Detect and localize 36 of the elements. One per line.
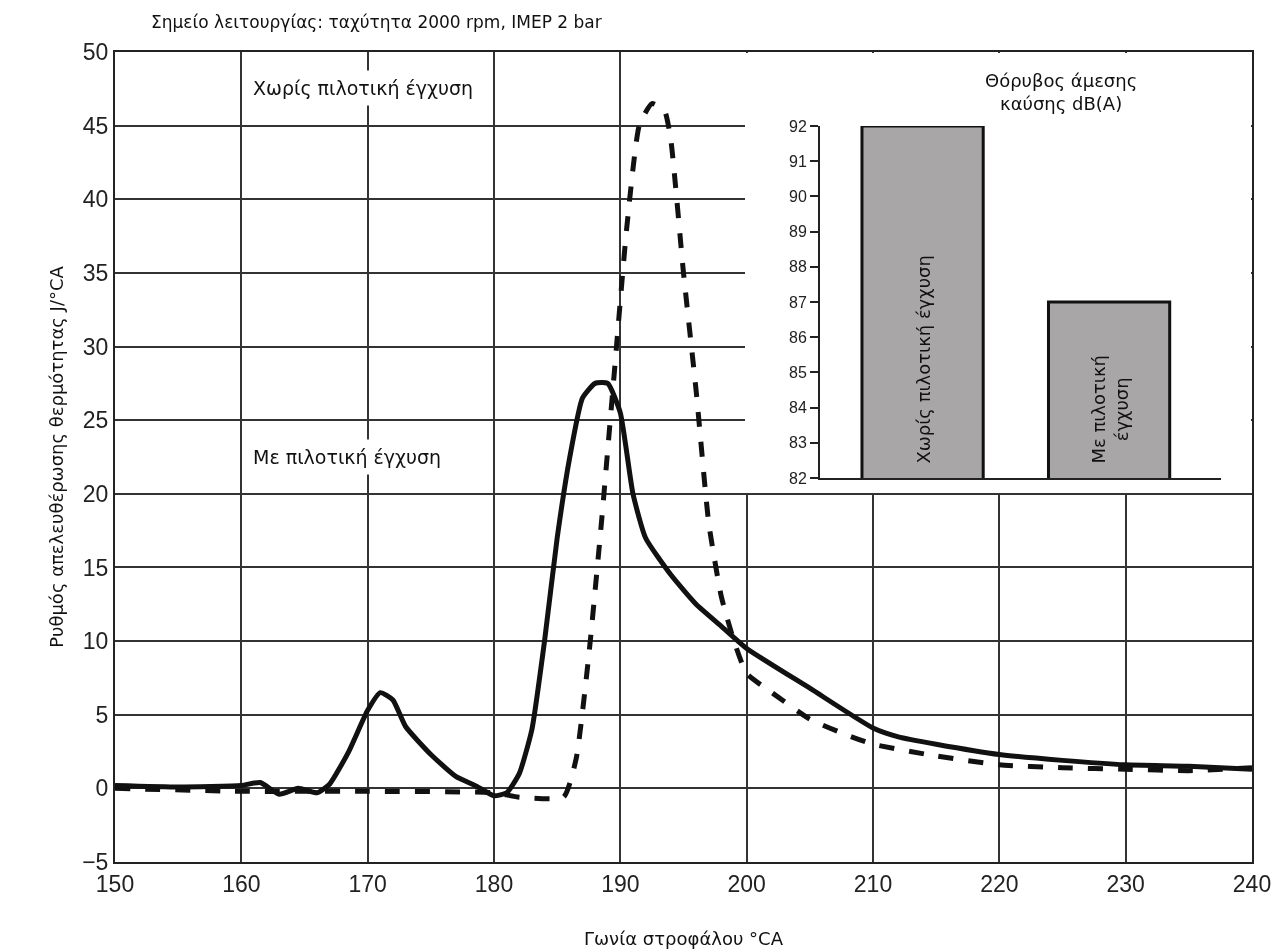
x-tick-label: 210 — [853, 870, 893, 897]
chart-title: Θόρυβος άμεσης καύσης dB(A) — [985, 70, 1138, 115]
y-tick-label: 86 — [789, 328, 807, 346]
y-tick-label: 87 — [789, 293, 807, 311]
y-tick-label: 84 — [789, 399, 807, 417]
y-tick-label: 50 — [82, 39, 109, 66]
y-tick-label: 15 — [82, 554, 109, 581]
y-tick-label: 30 — [82, 333, 109, 360]
x-tick-label: 160 — [222, 870, 261, 897]
annotation: Χωρίς πιλοτική έγχυση — [253, 77, 474, 99]
y-tick-label: 0 — [95, 775, 109, 802]
y-tick-label: 89 — [789, 223, 807, 241]
y-tick-label: 91 — [789, 152, 807, 170]
y-tick-label: 92 — [789, 117, 807, 135]
y-tick-label: 5 — [95, 701, 109, 728]
y-tick-label: 10 — [82, 628, 109, 655]
y-tick-label: 45 — [82, 112, 109, 139]
y-tick-label: 90 — [789, 188, 807, 205]
x-axis-title: Γωνία στροφάλου °CA — [584, 928, 784, 949]
y-tick-label: 25 — [82, 407, 109, 434]
y-axis-title: Ρυθμός απελευθέρωσης θερμότητας J/°CA — [45, 265, 67, 648]
x-tick-label: 230 — [1106, 870, 1145, 897]
x-tick-label: 170 — [348, 870, 387, 897]
x-tick-label: 200 — [727, 870, 766, 897]
y-tick-label: 88 — [789, 258, 807, 276]
x-tick-label: 220 — [980, 870, 1019, 897]
y-tick-label: 83 — [789, 434, 807, 452]
x-tick-label: 240 — [1232, 870, 1272, 897]
x-tick-label: 180 — [474, 870, 514, 897]
y-tick-label: 82 — [789, 469, 807, 487]
chart-title: Σημείο λειτουργίας: ταχύτητα 2000 rpm, IMEP 2 bar — [151, 12, 602, 32]
y-tick-label: 40 — [82, 186, 109, 213]
y-tick-label: 35 — [82, 259, 109, 286]
y-tick-label: 85 — [789, 364, 807, 381]
y-tick-label: 20 — [82, 480, 109, 507]
x-tick-label: 190 — [601, 870, 640, 897]
